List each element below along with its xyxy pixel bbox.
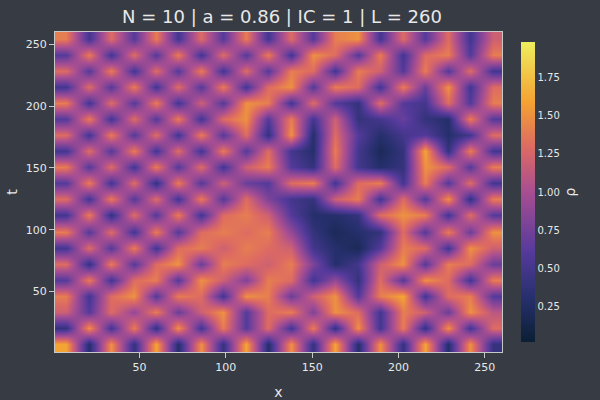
svg-text:1.50: 1.50 [538,110,560,121]
svg-text:ρ: ρ [562,187,578,196]
svg-text:50: 50 [33,285,47,298]
svg-text:x: x [274,384,282,400]
svg-text:0.50: 0.50 [538,263,560,274]
svg-text:N = 10 | a = 0.86 | IC = 1 | L: N = 10 | a = 0.86 | IC = 1 | L = 260 [122,6,442,27]
svg-text:100: 100 [26,224,47,237]
svg-text:150: 150 [26,162,47,175]
svg-text:200: 200 [26,100,47,113]
svg-text:0.75: 0.75 [538,225,560,236]
svg-text:150: 150 [302,361,323,374]
svg-text:250: 250 [474,361,495,374]
svg-text:t: t [4,189,20,195]
svg-text:50: 50 [133,361,147,374]
svg-text:250: 250 [26,38,47,51]
svg-text:200: 200 [388,361,409,374]
svg-text:1.00: 1.00 [538,187,560,198]
svg-text:1.75: 1.75 [538,72,560,83]
svg-text:100: 100 [215,361,236,374]
svg-text:0.25: 0.25 [538,301,560,312]
svg-text:1.25: 1.25 [538,148,560,159]
